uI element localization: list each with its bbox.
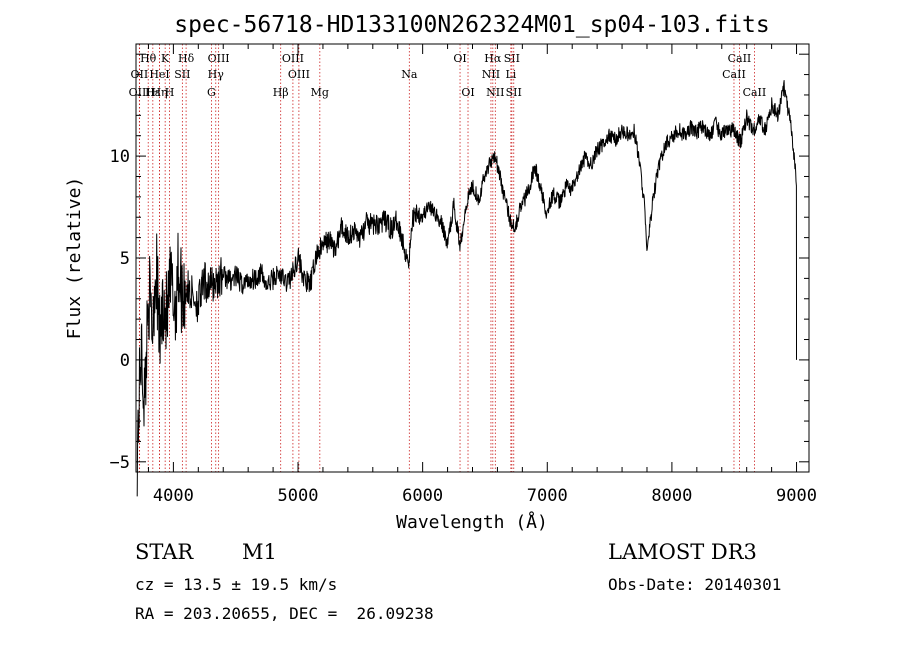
marker-label-25: SII <box>506 86 522 99</box>
marker-label-9: SII <box>174 68 190 81</box>
marker-label-11: Hγ <box>208 68 225 81</box>
marker-label-7: H <box>165 86 175 99</box>
y-axis-label: Flux (relative) <box>64 177 85 340</box>
marker-label-8: Hδ <box>178 52 195 65</box>
marker-label-27: CaII <box>722 68 746 81</box>
marker-label-20: Hα <box>484 52 502 65</box>
x-axis-label: Wavelength (Å) <box>396 511 548 533</box>
marker-label-19: OI <box>461 86 474 99</box>
marker-label-4: K <box>161 52 170 65</box>
chart-title: spec-56718-HD133100N262324M01_sp04-103.f… <box>174 12 769 38</box>
marker-label-23: SII <box>504 52 520 65</box>
x-tick-label-6000: 6000 <box>402 486 443 506</box>
spectrum-series <box>136 80 797 497</box>
y-tick-label-0: 0 <box>120 351 130 371</box>
obs-date: Obs-Date: 20140301 <box>608 575 782 594</box>
y-tick-label--5: −5 <box>110 453 130 473</box>
marker-label-28: CaII <box>743 86 767 99</box>
survey-name: LAMOST DR3 <box>608 540 757 564</box>
marker-label-3: Hε <box>145 86 161 99</box>
marker-label-15: OIII <box>288 68 310 81</box>
x-axis: 4000 5000 6000 7000 8000 9000 <box>147 44 817 506</box>
marker-label-22: NII <box>486 86 504 99</box>
object-class: STAR <box>135 540 194 564</box>
y-axis: −5 0 5 10 <box>110 53 809 473</box>
plot-frame <box>135 43 810 473</box>
x-tick-label-5000: 5000 <box>278 486 319 506</box>
marker-label-24: Li <box>505 68 516 81</box>
marker-label-10: OIII <box>208 52 230 65</box>
marker-label-6: Hη <box>151 86 167 99</box>
emission-line-markers: HθOIIOIIIHεKHeIHηHHδSIIOIIIHγGHβOIIIOIII… <box>129 44 767 472</box>
marker-label-17: Na <box>401 68 418 81</box>
x-tick-label-8000: 8000 <box>651 486 692 506</box>
spectrum-line <box>136 80 797 497</box>
object-subclass: M1 <box>242 540 277 564</box>
y-tick-label-10: 10 <box>110 147 130 167</box>
marker-label-16: Mg <box>311 86 329 99</box>
x-tick-label-4000: 4000 <box>153 486 194 506</box>
redshift-text: cz = 13.5 ± 19.5 km/s <box>135 575 338 594</box>
marker-label-12: G <box>207 86 216 99</box>
marker-label-14: OIII <box>282 52 304 65</box>
marker-label-18: OI <box>453 52 466 65</box>
coordinates-text: RA = 203.20655, DEC = 26.09238 <box>135 604 434 623</box>
x-tick-label-9000: 9000 <box>776 486 817 506</box>
marker-label-26: CaII <box>728 52 752 65</box>
marker-label-2: OIII <box>129 86 151 99</box>
marker-label-5: HeI <box>149 68 169 81</box>
marker-label-21: NII <box>482 68 500 81</box>
y-tick-label-5: 5 <box>120 249 130 269</box>
x-tick-label-7000: 7000 <box>527 486 568 506</box>
marker-label-13: Hβ <box>273 86 289 99</box>
